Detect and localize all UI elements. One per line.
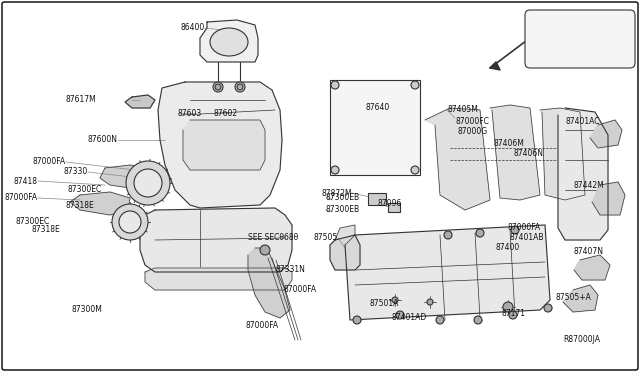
Circle shape: [215, 84, 221, 90]
Text: 87300EB: 87300EB: [326, 192, 360, 202]
Circle shape: [235, 82, 245, 92]
Text: 87300EB: 87300EB: [326, 205, 360, 215]
Text: 87401AD: 87401AD: [392, 314, 428, 323]
Polygon shape: [558, 108, 608, 240]
Polygon shape: [158, 82, 282, 208]
Polygon shape: [200, 20, 258, 62]
Circle shape: [436, 316, 444, 324]
Text: 87501A: 87501A: [369, 299, 398, 308]
Text: 87872M: 87872M: [321, 189, 352, 198]
Polygon shape: [125, 95, 155, 108]
Circle shape: [119, 211, 141, 233]
Circle shape: [392, 297, 398, 303]
Text: 87318E: 87318E: [31, 225, 60, 234]
Polygon shape: [540, 108, 585, 200]
Bar: [563, 35, 570, 49]
Polygon shape: [345, 225, 550, 320]
Bar: [330, 80, 420, 175]
Bar: [590, 23, 610, 53]
Text: 87401AB: 87401AB: [510, 232, 545, 241]
Polygon shape: [335, 225, 355, 245]
Text: 87407N: 87407N: [573, 247, 603, 257]
Circle shape: [331, 81, 339, 89]
Text: SEE SECθ68θ: SEE SECθ68θ: [248, 234, 298, 243]
Text: 87000G: 87000G: [458, 128, 488, 137]
Text: 87300EC: 87300EC: [68, 185, 102, 193]
Polygon shape: [592, 182, 625, 215]
Text: 87000FA: 87000FA: [33, 157, 66, 167]
Text: R87000JA: R87000JA: [563, 336, 600, 344]
Ellipse shape: [210, 28, 248, 56]
Circle shape: [411, 81, 419, 89]
Circle shape: [511, 226, 519, 234]
Text: 87406N: 87406N: [513, 148, 543, 157]
Polygon shape: [330, 235, 360, 270]
Polygon shape: [425, 108, 490, 210]
Text: 87000FC: 87000FC: [455, 118, 489, 126]
Circle shape: [213, 82, 223, 92]
Text: 87300M: 87300M: [71, 305, 102, 314]
Circle shape: [260, 245, 270, 255]
Circle shape: [112, 204, 148, 240]
Polygon shape: [145, 268, 292, 290]
Circle shape: [411, 166, 419, 174]
Text: 87096: 87096: [378, 199, 403, 208]
Circle shape: [237, 84, 243, 90]
Polygon shape: [140, 208, 292, 272]
Text: 87000FA: 87000FA: [5, 193, 38, 202]
Text: 87406M: 87406M: [494, 138, 525, 148]
Text: 87602: 87602: [214, 109, 238, 118]
Text: 87617M: 87617M: [65, 96, 96, 105]
Text: 87330: 87330: [64, 167, 88, 176]
Polygon shape: [100, 165, 148, 188]
Text: 87300EC: 87300EC: [16, 217, 50, 225]
Text: 87442M: 87442M: [573, 180, 604, 189]
Polygon shape: [590, 120, 622, 148]
Polygon shape: [563, 285, 598, 312]
Polygon shape: [248, 248, 290, 318]
Circle shape: [427, 299, 433, 305]
Text: 87418: 87418: [14, 176, 38, 186]
Text: 87000FA: 87000FA: [508, 222, 541, 231]
Text: 87603: 87603: [178, 109, 202, 118]
Polygon shape: [490, 62, 500, 70]
Text: 87505+A: 87505+A: [556, 294, 592, 302]
Text: 87000FA: 87000FA: [283, 285, 316, 295]
Bar: [368, 193, 386, 205]
Circle shape: [331, 166, 339, 174]
Circle shape: [444, 231, 452, 239]
Text: 87401AC: 87401AC: [566, 118, 600, 126]
Circle shape: [134, 169, 162, 197]
Bar: [565, 23, 585, 53]
Text: 86400: 86400: [180, 23, 205, 32]
Bar: [388, 203, 400, 212]
Text: 87405M: 87405M: [447, 106, 478, 115]
Circle shape: [476, 229, 484, 237]
Polygon shape: [70, 192, 130, 215]
Text: 87171: 87171: [501, 308, 525, 317]
Polygon shape: [183, 120, 265, 170]
Circle shape: [474, 316, 482, 324]
Polygon shape: [490, 105, 540, 200]
Text: 87640: 87640: [365, 103, 389, 112]
Circle shape: [396, 311, 404, 319]
Text: 87318E: 87318E: [65, 202, 94, 211]
Text: 87000FA: 87000FA: [246, 321, 279, 330]
Circle shape: [503, 302, 513, 312]
Circle shape: [126, 161, 170, 205]
Circle shape: [353, 316, 361, 324]
Circle shape: [509, 311, 517, 319]
Text: 87400: 87400: [496, 243, 520, 251]
Text: 87505: 87505: [314, 234, 338, 243]
FancyBboxPatch shape: [525, 10, 635, 68]
Text: 87600N: 87600N: [88, 135, 118, 144]
Bar: [535, 20, 560, 56]
Circle shape: [544, 304, 552, 312]
Polygon shape: [574, 255, 610, 280]
Text: 87331N: 87331N: [275, 266, 305, 275]
